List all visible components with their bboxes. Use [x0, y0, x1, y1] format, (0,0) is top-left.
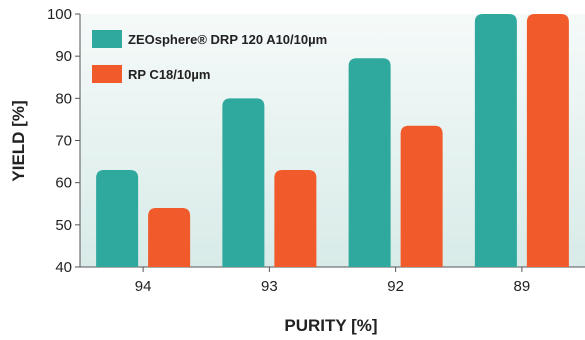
y-tick-label: 60	[55, 175, 72, 192]
legend: ZEOsphere® DRP 120 A10/10µm RP C18/10µm	[92, 30, 327, 83]
bar-rp-c18-purity-94	[148, 207, 191, 267]
x-tick-label: 92	[387, 278, 404, 295]
y-tick-label: 40	[55, 259, 72, 276]
y-tick-label: 50	[55, 217, 72, 234]
legend-swatch-zeosphere	[92, 30, 122, 48]
bar-rp-c18-purity-92	[400, 125, 443, 267]
bar-zeosphere-purity-89	[474, 14, 517, 267]
legend-swatch-rp-c18	[92, 65, 122, 83]
x-axis-ticks: 94 93 92 89	[135, 267, 530, 295]
legend-label-zeosphere: ZEOsphere® DRP 120 A10/10µm	[128, 32, 327, 47]
legend-label-rp-c18: RP C18/10µm	[128, 67, 210, 82]
y-tick-label: 70	[55, 133, 72, 150]
x-tick-label: 93	[261, 278, 278, 295]
x-tick-label: 94	[135, 278, 152, 295]
bar-rp-c18-purity-93	[274, 170, 317, 267]
y-tick-label: 80	[55, 90, 72, 107]
bars	[96, 14, 569, 268]
bar-zeosphere-purity-92	[348, 58, 391, 268]
bar-zeosphere-purity-94	[96, 170, 139, 267]
x-axis-title: PURITY [%]	[284, 316, 377, 335]
x-tick-label: 89	[514, 278, 531, 295]
y-tick-label: 90	[55, 48, 72, 65]
bar-zeosphere-purity-93	[222, 98, 265, 267]
bar-rp-c18-purity-89	[526, 14, 569, 267]
y-tick-label: 100	[47, 6, 72, 23]
y-axis-ticks: 40 50 60 70 80 90 100	[47, 6, 80, 276]
y-axis-title: YIELD [%]	[9, 100, 28, 181]
